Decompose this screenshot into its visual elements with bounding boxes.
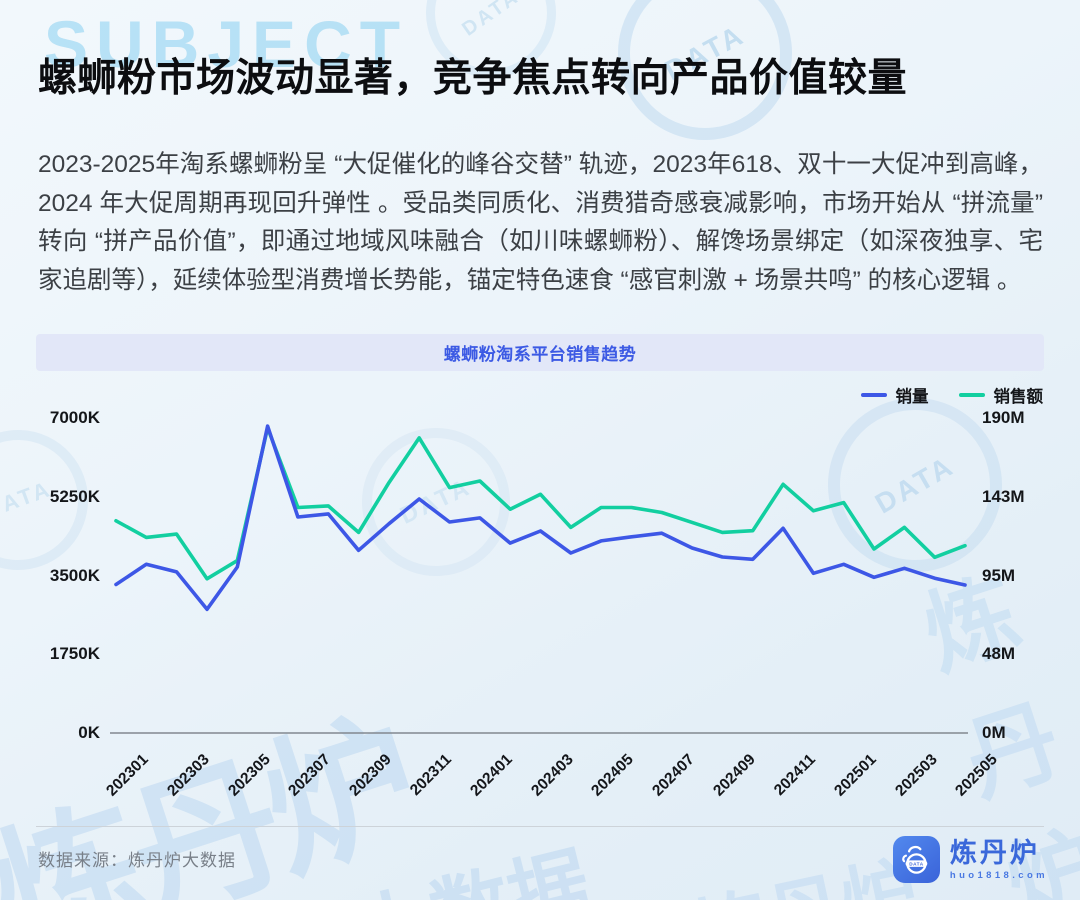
sales-revenue-swatch-icon: [958, 393, 985, 397]
x-axis-tick: 202305: [224, 751, 274, 800]
y-axis-tick-right: 95M: [982, 565, 1016, 585]
x-axis-tick: 202409: [709, 751, 759, 800]
footer-divider: [36, 826, 1044, 827]
data-badge-text: DATA: [869, 449, 960, 520]
liandanlu-logo[interactable]: DATA 炼丹炉 huo1818.com: [892, 836, 1048, 883]
x-axis-tick: 202401: [467, 751, 516, 800]
logo-brand-name: 炼丹炉: [949, 838, 1040, 868]
x-axis-tick: 202403: [527, 751, 577, 800]
y-axis-tick-right: 190M: [982, 408, 1025, 427]
sales-volume-line: [114, 424, 967, 612]
cjk-watermark: 大数据: [340, 819, 601, 900]
x-axis-tick: 202407: [649, 751, 698, 800]
legend-item-sales-revenue[interactable]: 销售额: [958, 383, 1044, 407]
x-axis-tick: 202501: [831, 751, 880, 800]
y-axis-tick-right: 0M: [982, 723, 1006, 742]
data-source-text: 数据来源：炼丹炉大数据: [38, 851, 236, 870]
y-axis-tick-left: 1750K: [49, 644, 100, 664]
x-axis-tick: 202503: [891, 751, 941, 800]
x-axis-tick: 202303: [164, 751, 213, 800]
y-axis-tick-left: 3500K: [49, 565, 100, 585]
x-axis-tick: 202301: [103, 751, 153, 800]
x-axis-tick: 202309: [345, 751, 395, 800]
x-axis-tick: 202311: [407, 751, 456, 799]
data-badge-text: DATA: [457, 0, 524, 41]
sales-revenue-legend-label: 销售额: [993, 388, 1044, 406]
sales-volume-swatch-icon: [860, 393, 887, 397]
furnace-logo-icon: DATA: [892, 836, 940, 883]
chart-title-bar: 螺蛳粉淘系平台销售趋势: [36, 334, 1044, 371]
y-axis-tick-right: 143M: [982, 486, 1025, 506]
x-axis-tick: 202411: [771, 751, 820, 799]
y-axis-tick-right: 48M: [982, 644, 1016, 664]
x-axis-tick: 202405: [588, 751, 638, 800]
legend-item-sales-volume[interactable]: 销量: [860, 383, 929, 407]
y-axis-tick-left: 0K: [78, 723, 100, 742]
x-axis-tick: 202505: [952, 751, 1002, 800]
data-badge-watermark: DATA: [337, 403, 535, 601]
y-axis-tick-left: 7000K: [49, 408, 100, 427]
chart-title-text: 螺蛳粉淘系平台销售趋势: [443, 345, 637, 364]
y-axis-tick-left: 5250K: [49, 486, 100, 506]
logo-url: huo1818.com: [949, 870, 1048, 881]
page-title: 螺蛳粉市场波动显著，竞争焦点转向产品价值较量: [38, 57, 908, 100]
x-axis-tick: 202307: [285, 751, 334, 800]
intro-paragraph: 2023-2025年淘系螺蛳粉呈 “大促催化的峰谷交替” 轨迹，2023年618…: [38, 151, 1043, 294]
cjk-watermark: 炼丹炉: [681, 829, 927, 900]
sales-volume-legend-label: 销量: [895, 388, 929, 406]
data-badge-text: DATA: [396, 473, 476, 530]
sales-revenue-line: [114, 426, 967, 581]
chart-legend: 销量 销售额: [860, 383, 1044, 407]
logo-badge-text: DATA: [910, 861, 925, 866]
